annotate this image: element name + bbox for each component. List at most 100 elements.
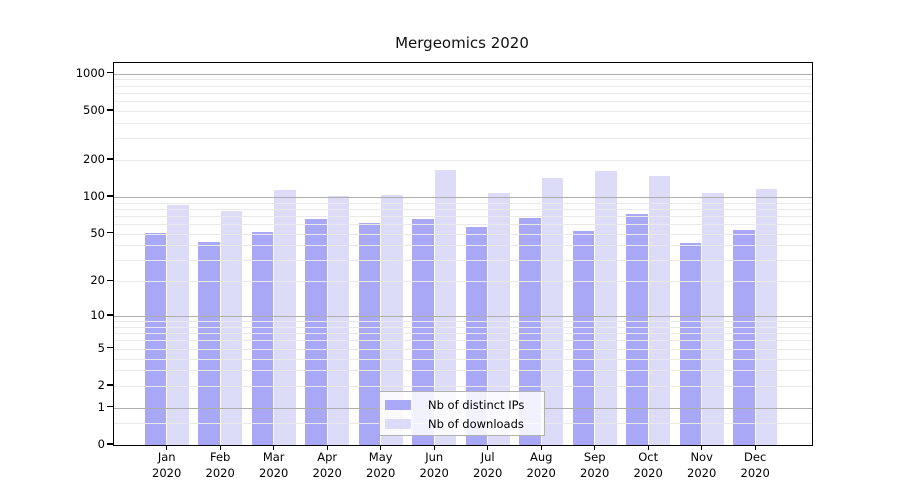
y-tick-mark [106,443,113,445]
gridline-minor [114,79,812,81]
y-tick-mark [106,384,113,386]
bar-downloads-sep [595,170,617,445]
x-tick-mark [380,445,382,451]
bar-downloads-jul [488,192,510,445]
x-tick-mark [326,445,328,451]
x-tick-label-aug: Aug 2020 [526,450,556,480]
x-tick-label-jan: Jan 2020 [152,450,182,480]
y-tick-mark [106,406,113,408]
gridline-minor [114,215,812,217]
gridline-minor [114,321,812,323]
bar-ips-aug [519,218,541,445]
gridline-minor [114,110,812,112]
bar-downloads-may [381,195,403,445]
y-tick-label-5: 5 [97,340,105,355]
x-tick-mark [594,445,596,451]
y-tick-label-1000: 1000 [75,65,105,80]
bar-downloads-jun [434,170,456,445]
x-tick-mark [433,445,435,451]
y-tick-mark [106,109,113,111]
x-tick-label-apr: Apr 2020 [312,450,342,480]
gridline-major [114,316,812,318]
gridline-minor [114,101,812,103]
x-tick-mark [487,445,489,451]
y-tick-mark [106,347,113,349]
gridline-minor [114,122,812,124]
bar-ips-oct [626,213,648,445]
gridline-minor [114,208,812,210]
bar-downloads-oct [648,176,670,445]
y-tick-mark [106,279,113,282]
y-tick-label-10: 10 [90,308,105,323]
gridline-minor [114,358,812,360]
bar-ips-dec [733,229,755,445]
x-tick-mark [166,445,168,451]
legend: Nb of distinct IPs Nb of downloads [379,391,545,436]
bar-ips-feb [198,241,220,445]
legend-item-distinct-ips: Nb of distinct IPs [385,395,544,414]
y-tick-mark [106,71,113,74]
y-tick-label-200: 200 [83,151,105,166]
gridline-minor [114,326,812,328]
x-tick-label-jul: Jul 2020 [473,450,503,480]
x-tick-label-sep: Sep 2020 [580,450,610,480]
bar-downloads-jan [167,204,189,445]
x-tick-label-nov: Nov 2020 [687,450,717,480]
gridline-minor [114,159,812,161]
x-tick-label-may: May 2020 [366,450,396,480]
x-tick-label-feb: Feb 2020 [205,450,235,480]
legend-swatch-distinct-ips [385,399,411,410]
y-tick-mark [106,231,113,234]
plot-area [113,62,813,446]
x-tick-mark [540,445,542,451]
legend-item-downloads: Nb of downloads [385,414,544,433]
gridline-minor [114,224,812,226]
y-tick-label-0: 0 [97,437,105,451]
gridline-major [114,73,812,75]
gridline-minor [114,260,812,262]
y-tick-label-1: 1 [97,399,105,414]
gridline-minor [114,138,812,140]
bar-downloads-nov [702,193,724,445]
legend-swatch-downloads [385,418,411,429]
y-tick-label-2: 2 [97,377,105,392]
y-tick-label-50: 50 [90,225,105,240]
y-tick-label-100: 100 [83,188,105,203]
bar-ips-mar [251,231,273,445]
y-tick-mark [106,195,113,197]
x-tick-mark [647,445,649,451]
gridline-minor [114,385,812,387]
legend-label-downloads: Nb of downloads [428,416,524,431]
y-tick-label-20: 20 [90,273,105,288]
y-tick-label-500: 500 [83,102,105,117]
bar-ips-jul [465,226,487,445]
gridline-minor [114,202,812,204]
bar-ips-jan [144,232,166,445]
chart-title: Mergeomics 2020 [395,34,529,52]
gridline-minor [114,233,812,235]
x-tick-label-oct: Oct 2020 [633,450,663,480]
gridline-minor [114,245,812,247]
bar-ips-apr [305,219,327,445]
x-tick-label-dec: Dec 2020 [740,450,770,480]
gridline-minor [114,281,812,283]
bar-ips-jun [412,219,434,445]
x-tick-label-jun: Jun 2020 [419,450,449,480]
gridline-minor [114,348,812,350]
gridline-minor [114,370,812,372]
bar-ips-nov [679,242,701,445]
bar-downloads-apr [327,196,349,445]
bar-downloads-aug [541,178,563,445]
x-tick-label-mar: Mar 2020 [259,450,289,480]
bar-downloads-mar [274,190,296,445]
y-tick-mark [106,314,113,316]
gridline-minor [114,85,812,87]
x-tick-mark [701,445,703,451]
x-tick-mark [273,445,275,451]
gridline-minor [114,340,812,342]
x-tick-mark [219,445,221,451]
bar-ips-sep [572,230,594,445]
legend-label-distinct-ips: Nb of distinct IPs [428,397,525,412]
gridline-minor [114,92,812,94]
